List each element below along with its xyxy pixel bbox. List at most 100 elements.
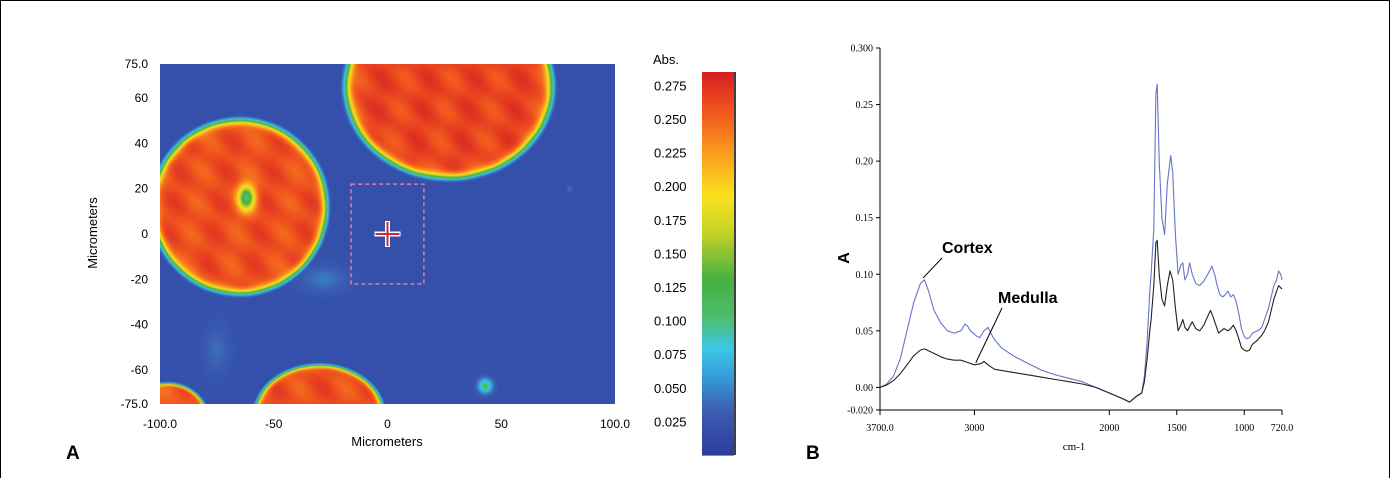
colorbar-band <box>702 126 734 131</box>
colorbar-band <box>702 164 734 169</box>
colorbar-band <box>702 327 734 332</box>
annotation-leader-cortex <box>922 257 943 279</box>
panel-label-a: A <box>66 443 80 464</box>
colorbar-band <box>702 218 734 223</box>
annotation-label-cortex: Cortex <box>942 240 993 257</box>
colorbar-band <box>702 247 734 252</box>
colorbar-band <box>702 346 734 351</box>
colorbar-band <box>702 87 734 92</box>
colorbar-band <box>702 100 734 105</box>
colorbar-band <box>702 426 734 431</box>
colorbar-band <box>702 206 734 210</box>
colorbar-band <box>702 186 734 191</box>
colorbar-band <box>702 387 734 392</box>
colorbar-band <box>702 174 734 178</box>
colorbar-band <box>702 209 734 214</box>
spectrum-y-tick-label: 0.10 <box>856 270 874 281</box>
spectrum-x-tick-label: 1500 <box>1167 423 1187 434</box>
colorbar-band <box>702 116 734 121</box>
heatmap-y-axis-label: Micrometers <box>85 197 100 269</box>
colorbar-band <box>702 311 734 316</box>
colorbar-band <box>702 282 734 287</box>
spectrum-axes: 3700.0 3000 2000 1500 1000 720.0 0.300 0.25 0.20… <box>847 44 1293 435</box>
colorbar-band <box>702 372 734 376</box>
colorbar-band <box>702 429 734 434</box>
heatmap-x-tick-label: 0 <box>384 417 391 431</box>
colorbar-band <box>702 228 734 233</box>
heatmap-x-tick-label: -100.0 <box>143 417 177 431</box>
colorbar-band <box>702 400 734 405</box>
colorbar-band <box>702 285 734 290</box>
colorbar-band <box>702 317 734 322</box>
heatmap-axes: -100.0 -50 0 50 100.0 75.0 60 40 20 0 -20 -40 -60 -75… <box>121 57 631 431</box>
colorbar-band <box>702 333 734 338</box>
heatmap-x-tick-label: 50 <box>495 417 509 431</box>
colorbar-band <box>702 273 734 277</box>
colorbar-band <box>702 381 734 386</box>
colorbar-band <box>702 170 734 175</box>
spectrum-x-axis-label: cm-1 <box>1063 441 1086 453</box>
colorbar-band <box>702 260 734 265</box>
colorbar-band <box>702 72 734 76</box>
colorbar-tick-label: 0.275 <box>654 78 687 93</box>
spectrum-x-tick-label: 3700.0 <box>866 423 894 434</box>
heatmap-x-axis-label: Micrometers <box>351 434 423 449</box>
spectrum-lines <box>879 83 1283 403</box>
colorbar-band <box>702 397 734 402</box>
colorbar-band <box>702 119 734 124</box>
heatmap-y-tick-label: -40 <box>131 318 149 332</box>
colorbar-band <box>702 279 734 284</box>
colorbar-band <box>702 91 734 95</box>
colorbar-band <box>702 403 734 408</box>
colorbar-band <box>702 359 734 364</box>
colorbar-band <box>702 107 734 111</box>
colorbar-band <box>702 199 734 204</box>
colorbar-band <box>702 419 734 424</box>
heatmap-y-tick-label: 0 <box>141 227 148 241</box>
colorbar-band <box>702 234 734 239</box>
colorbar-band <box>702 349 734 354</box>
spectrum-x-tick-label: 3000 <box>964 423 984 434</box>
colorbar-band <box>702 81 734 86</box>
spectrum-y-tick-label: 0.20 <box>856 157 874 168</box>
spectrum-annotations: Cortex Medulla <box>922 240 1058 363</box>
colorbar-band <box>702 336 734 341</box>
colorbar-band <box>702 394 734 399</box>
colorbar-band <box>702 410 734 415</box>
colorbar-band <box>702 110 734 115</box>
colorbar-band <box>702 330 734 335</box>
heatmap-panel: -100.0 -50 0 50 100.0 75.0 60 40 20 0 -20 -40 -60 -75… <box>85 52 736 456</box>
colorbar-tick-label: 0.250 <box>654 112 687 127</box>
colorbar-band <box>702 407 734 411</box>
colorbar-band <box>702 161 734 166</box>
heatmap-x-tick-label: 100.0 <box>600 417 630 431</box>
colorbar-band <box>702 416 734 421</box>
colorbar-band <box>702 295 734 300</box>
panel-label-b: B <box>806 443 820 464</box>
annotation-label-medulla: Medulla <box>998 290 1058 307</box>
colorbar-band <box>702 448 734 453</box>
colorbar-tick-label: 0.075 <box>654 347 687 362</box>
spectrum-y-axis-label: A <box>836 252 853 264</box>
colorbar-band <box>702 190 734 194</box>
colorbar-band <box>702 244 734 249</box>
colorbar-band <box>702 196 734 201</box>
spectrum-panel: 3700.0 3000 2000 1500 1000 720.0 0.300 0.25 0.20… <box>836 44 1293 454</box>
colorbar-band <box>702 439 734 443</box>
spectrum-series-medulla <box>879 239 1283 403</box>
colorbar-band <box>702 158 734 162</box>
colorbar-tick-label: 0.100 <box>654 314 687 329</box>
colorbar-tick-label: 0.200 <box>654 179 687 194</box>
annotation-leader-medulla <box>975 307 1003 363</box>
colorbar-band <box>702 193 734 198</box>
colorbar-band <box>702 84 734 89</box>
spectrum-y-tick-label: -0.020 <box>847 406 873 417</box>
colorbar-band <box>702 250 734 255</box>
colorbar-band <box>702 362 734 367</box>
colorbar-tick-label: 0.050 <box>654 381 687 396</box>
spectrum-x-tick-label: 720.0 <box>1271 423 1294 434</box>
colorbar-band <box>702 324 734 328</box>
colorbar-band <box>702 151 734 156</box>
